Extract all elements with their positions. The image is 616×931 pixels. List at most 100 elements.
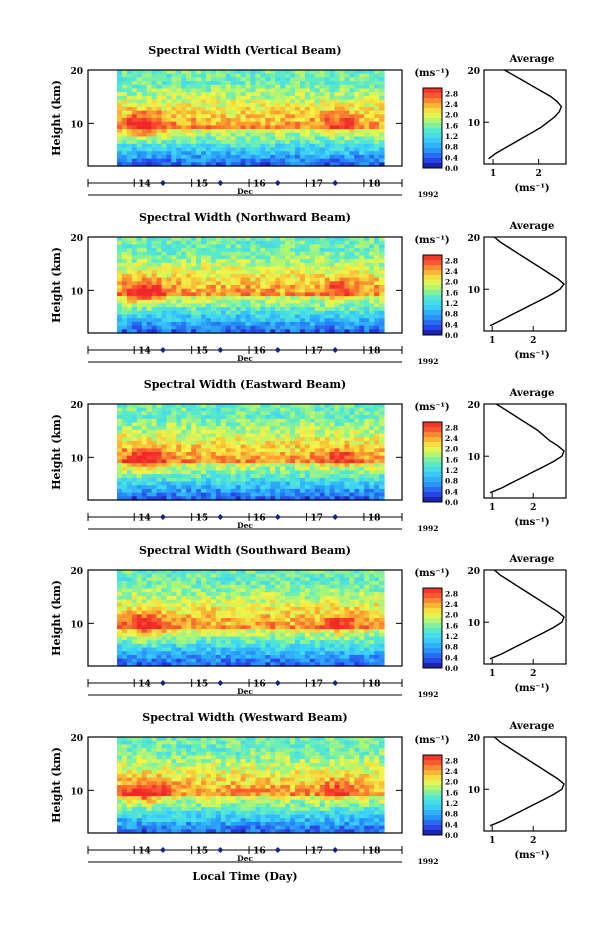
- colorbar-swatch: [423, 275, 442, 281]
- heatmap-cell: [329, 444, 336, 449]
- heatmap-cell: [186, 99, 192, 104]
- heatmap-cell: [131, 614, 138, 619]
- colorbar-swatch: [423, 305, 442, 311]
- heatmap-cell: [245, 154, 252, 160]
- heatmap-cell: [210, 321, 217, 327]
- heatmap-cell: [181, 296, 187, 301]
- heatmap-cell: [285, 415, 291, 420]
- heatmap-cell: [196, 606, 202, 612]
- heatmap-cell: [265, 106, 271, 112]
- heatmap-cell: [176, 318, 182, 323]
- heatmap-cell: [225, 415, 232, 420]
- heatmap-cell: [156, 288, 163, 293]
- heatmap-cell: [191, 440, 197, 446]
- heatmap-cell: [339, 132, 346, 138]
- heatmap-cell: [126, 474, 133, 479]
- heatmap-cell: [196, 470, 202, 475]
- heatmap-cell: [146, 577, 153, 582]
- heatmap-cell: [131, 643, 138, 649]
- heatmap-cell: [295, 129, 301, 134]
- heatmap-cell: [304, 140, 311, 145]
- heatmap-cell: [196, 621, 202, 626]
- heatmap-cell: [285, 237, 291, 242]
- heatmap-cell: [235, 95, 242, 101]
- heatmap-cell: [131, 488, 138, 494]
- heatmap-cell: [379, 318, 385, 323]
- heatmap-cell: [354, 143, 360, 149]
- heatmap-cell: [329, 266, 336, 271]
- heatmap-cell: [121, 303, 128, 308]
- heatmap-cell: [329, 277, 336, 282]
- heatmap-cell: [196, 485, 202, 490]
- heatmap-cell: [191, 103, 197, 108]
- heatmap-cell: [329, 285, 336, 290]
- heatmap-cell: [230, 273, 237, 279]
- heatmap-cell: [220, 658, 227, 663]
- heatmap-cell: [349, 466, 355, 472]
- heatmap-cell: [166, 437, 172, 442]
- heatmap-cell: [126, 625, 133, 630]
- heatmap-cell: [240, 292, 247, 297]
- heatmap-cell: [181, 452, 187, 457]
- heatmap-cell: [126, 266, 133, 271]
- heatmap-cell: [265, 237, 271, 242]
- heatmap-cell: [309, 452, 316, 457]
- heatmap-cell: [196, 618, 202, 623]
- heatmap-cell: [369, 314, 375, 319]
- y-tick-label: 20: [70, 401, 83, 411]
- heatmap-cell: [136, 106, 143, 112]
- heatmap-cell: [290, 288, 296, 293]
- heatmap-cell: [324, 429, 331, 435]
- heatmap-cell: [349, 73, 355, 78]
- heatmap-cell: [290, 429, 296, 435]
- heatmap-cell: [304, 470, 311, 475]
- heatmap-cell: [344, 433, 350, 438]
- heatmap-cell: [166, 143, 172, 149]
- heatmap-cell: [270, 426, 276, 431]
- heatmap-cell: [295, 466, 301, 472]
- heatmap-cell: [255, 440, 261, 446]
- heatmap-cell: [225, 143, 232, 149]
- heatmap-cell: [314, 240, 321, 245]
- heatmap-cell: [201, 310, 207, 316]
- heatmap-cell: [304, 118, 311, 123]
- heatmap-cell: [280, 77, 286, 82]
- heatmap-cell: [235, 125, 242, 130]
- heatmap-cell: [151, 610, 158, 615]
- heatmap-cell: [220, 237, 227, 242]
- heatmap-cell: [245, 151, 252, 156]
- heatmap-cell: [314, 121, 321, 126]
- heatmap-cell: [260, 429, 266, 435]
- heatmap-cell: [176, 240, 182, 245]
- heatmap-cell: [225, 444, 232, 449]
- heatmap-cell: [201, 140, 207, 145]
- heatmap-cell: [344, 463, 350, 468]
- heatmap-cell: [121, 248, 128, 253]
- colorbar-swatch: [423, 482, 442, 488]
- heatmap-cell: [201, 136, 207, 141]
- heatmap-cell: [191, 444, 197, 449]
- heatmap-cell: [285, 81, 291, 86]
- heatmap-cell: [285, 292, 291, 297]
- heatmap-cell: [324, 288, 331, 293]
- heatmap-cell: [240, 455, 247, 460]
- heatmap-cell: [270, 106, 276, 112]
- heatmap-cell: [265, 485, 271, 490]
- heatmap-cell: [230, 244, 237, 249]
- heatmap-cell: [255, 292, 261, 297]
- heatmap-cell: [191, 407, 197, 412]
- heatmap-cell: [215, 310, 222, 316]
- heatmap-cell: [121, 270, 128, 275]
- heatmap-cell: [166, 448, 172, 453]
- heatmap-cell: [136, 244, 143, 249]
- colorbar-swatch: [423, 467, 442, 473]
- heatmap-cell: [314, 81, 321, 86]
- heatmap-cell: [270, 407, 276, 412]
- colorbar-tick-label: 0.8: [445, 310, 458, 319]
- heatmap-cell: [191, 433, 197, 438]
- heatmap-cell: [359, 114, 365, 119]
- heatmap-cell: [235, 129, 242, 134]
- heatmap-cell: [121, 266, 128, 271]
- heatmap-cell: [126, 488, 133, 494]
- heatmap-cell: [324, 147, 331, 152]
